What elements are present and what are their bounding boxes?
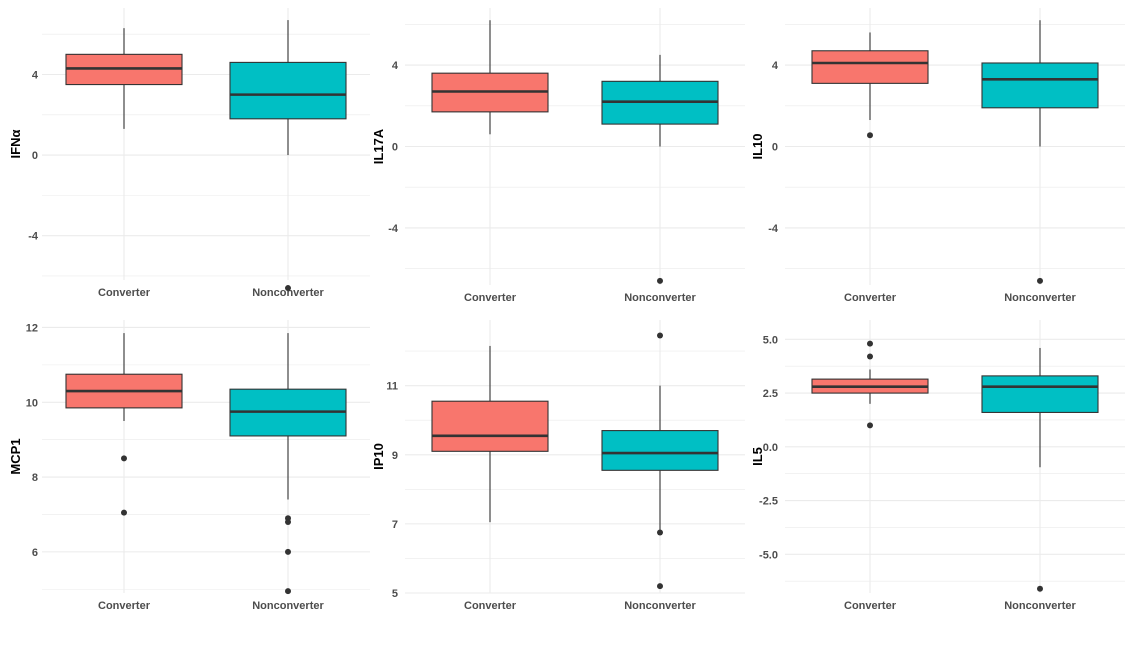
outlier-point	[285, 285, 291, 292]
outlier-point	[1037, 585, 1043, 592]
y-axis-title: MCP1	[8, 438, 23, 474]
y-tick-label: 0	[392, 142, 398, 154]
outlier-point	[285, 518, 291, 525]
y-tick-label: 12	[26, 322, 38, 334]
panels: -4 0 4 Converter Nonconverter IFNα -4 0 4 Convert…	[8, 8, 1125, 612]
outlier-point	[657, 277, 663, 284]
y-tick-label: -4	[28, 231, 39, 243]
y-tick-label: 0	[772, 142, 778, 154]
y-axis-title: IFNα	[8, 130, 23, 159]
x-tick-label: Converter	[464, 600, 517, 612]
y-tick-label: -4	[768, 223, 779, 235]
outlier-point	[867, 353, 873, 360]
outlier-point	[1037, 277, 1043, 284]
y-tick-label: 6	[32, 547, 38, 559]
y-tick-label: 4	[392, 60, 399, 72]
y-axis-title: IL17A	[371, 128, 386, 164]
outlier-point	[867, 340, 873, 347]
y-tick-label: 2.5	[763, 388, 778, 400]
outlier-point	[285, 588, 291, 595]
panel-ip10: 5 7 9 11 Converter Nonconverter IP10	[371, 320, 745, 612]
box-nonconverter	[229, 61, 347, 120]
panel-mcp1: 6 8 10 12 Converter Nonconverter MCP1	[8, 320, 370, 612]
x-tick-label: Nonconverter	[252, 287, 324, 299]
outlier-point	[285, 548, 291, 555]
panel-ifnα: -4 0 4 Converter Nonconverter IFNα	[8, 8, 370, 299]
panel-il17a: -4 0 4 Converter Nonconverter IL17A	[371, 8, 745, 304]
panel-il5: -5.0 -2.5 0.0 2.5 5.0 Converter Nonconverter IL…	[750, 320, 1125, 612]
box-converter	[811, 50, 929, 84]
y-tick-label: 9	[392, 450, 398, 462]
x-tick-label: Converter	[464, 292, 517, 304]
outlier-point	[867, 132, 873, 139]
box-converter	[431, 400, 549, 452]
y-tick-label: 11	[386, 381, 398, 393]
y-tick-label: 5.0	[763, 334, 778, 346]
y-tick-label: 4	[32, 69, 39, 81]
box-nonconverter	[981, 62, 1099, 109]
x-tick-label: Converter	[98, 287, 151, 299]
outlier-point	[657, 529, 663, 536]
y-tick-label: 7	[392, 519, 398, 531]
y-tick-label: 0.0	[763, 442, 778, 454]
box-nonconverter	[601, 430, 719, 471]
y-tick-label: 0	[32, 150, 38, 162]
outlier-point	[657, 332, 663, 339]
y-axis-title: IP10	[371, 443, 386, 470]
x-tick-label: Nonconverter	[252, 600, 324, 612]
x-tick-label: Nonconverter	[1004, 600, 1076, 612]
outlier-point	[121, 455, 127, 462]
x-tick-label: Nonconverter	[1004, 292, 1076, 304]
x-tick-label: Converter	[98, 600, 151, 612]
y-tick-label: -5.0	[759, 549, 778, 561]
y-axis-title: IL10	[750, 133, 765, 159]
y-tick-label: 4	[772, 60, 779, 72]
panel-il10: -4 0 4 Converter Nonconverter IL10	[750, 8, 1125, 304]
box-nonconverter	[981, 375, 1099, 413]
outlier-point	[657, 583, 663, 590]
y-tick-label: 5	[392, 588, 398, 600]
x-tick-label: Nonconverter	[624, 600, 696, 612]
y-tick-label: 10	[26, 397, 38, 409]
outlier-point	[121, 509, 127, 516]
x-tick-label: Nonconverter	[624, 292, 696, 304]
y-tick-label: 8	[32, 472, 38, 484]
x-tick-label: Converter	[844, 600, 897, 612]
y-axis-title: IL5	[750, 447, 765, 466]
x-tick-label: Converter	[844, 292, 897, 304]
outlier-point	[867, 422, 873, 429]
y-tick-label: -2.5	[759, 496, 778, 508]
y-tick-label: -4	[388, 223, 399, 235]
